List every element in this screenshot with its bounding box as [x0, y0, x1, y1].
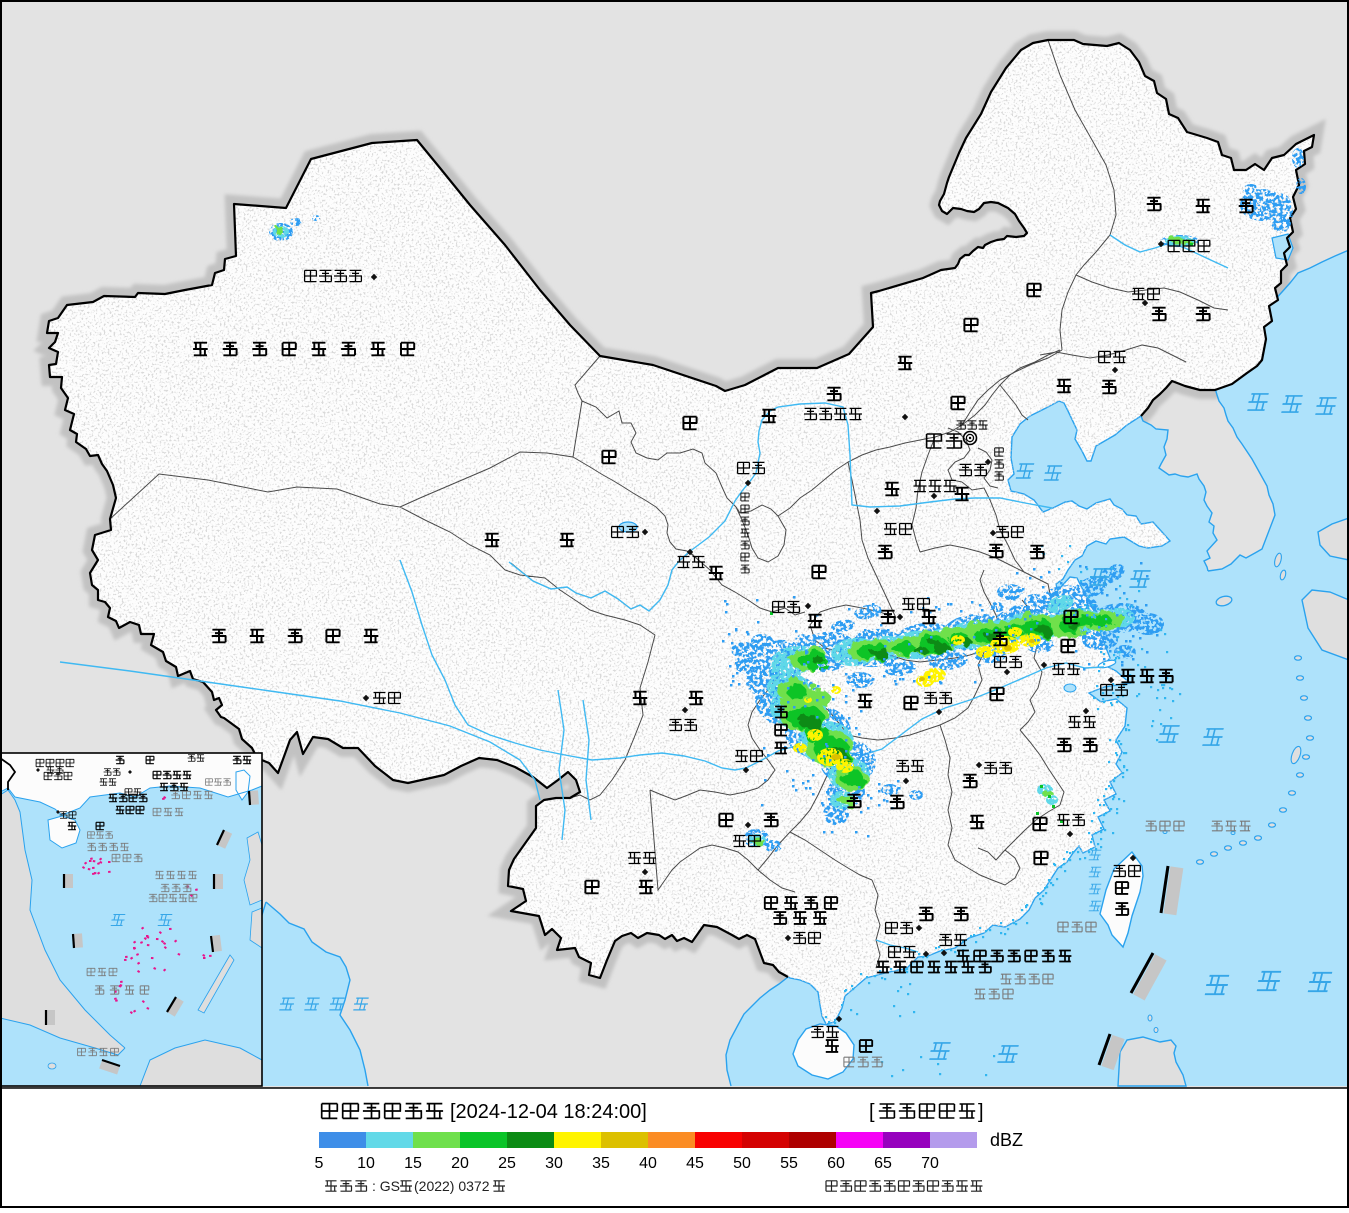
- svg-text:45: 45: [686, 1155, 704, 1172]
- svg-text:50: 50: [733, 1155, 751, 1172]
- svg-text:5: 5: [315, 1155, 324, 1172]
- svg-text:65: 65: [874, 1155, 892, 1172]
- svg-text:30: 30: [545, 1155, 563, 1172]
- svg-text:55: 55: [780, 1155, 798, 1172]
- svg-text:40: 40: [639, 1155, 657, 1172]
- svg-text:]: ]: [978, 1101, 984, 1123]
- svg-text:10: 10: [357, 1155, 375, 1172]
- svg-text:[: [: [869, 1101, 875, 1123]
- svg-text:60: 60: [827, 1155, 845, 1172]
- svg-text:(2022) 0372: (2022) 0372: [414, 1178, 490, 1194]
- svg-text:70: 70: [921, 1155, 939, 1172]
- svg-text:35: 35: [592, 1155, 610, 1172]
- svg-text:20: 20: [451, 1155, 469, 1172]
- svg-text:25: 25: [498, 1155, 516, 1172]
- svg-text:15: 15: [404, 1155, 422, 1172]
- svg-text:dBZ: dBZ: [990, 1130, 1023, 1150]
- svg-text:[2024-12-04 18:24:00]: [2024-12-04 18:24:00]: [450, 1101, 647, 1123]
- svg-text:: GS: : GS: [372, 1178, 400, 1194]
